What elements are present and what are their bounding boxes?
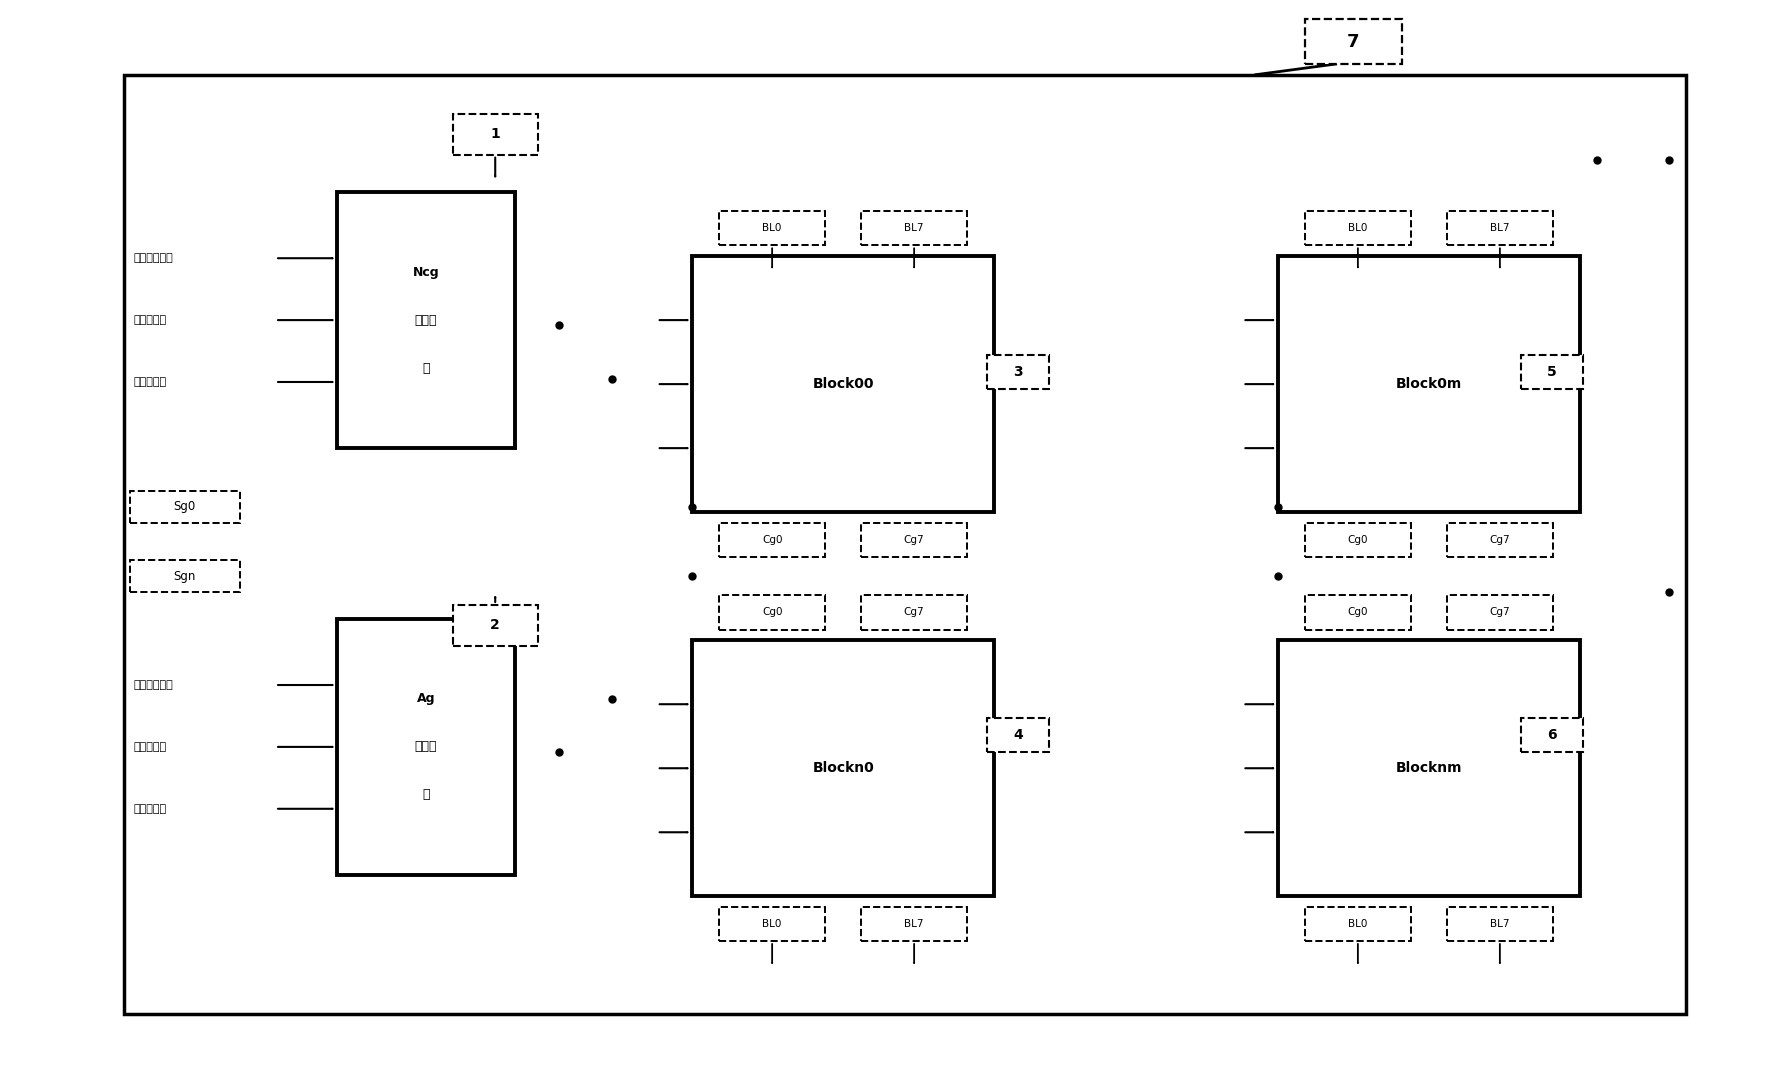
Text: BL0: BL0 xyxy=(763,223,781,234)
Bar xyxy=(719,211,825,245)
Bar xyxy=(719,595,825,630)
Text: BL7: BL7 xyxy=(1491,223,1509,234)
Bar xyxy=(1278,640,1580,896)
Bar xyxy=(861,907,967,941)
Bar xyxy=(861,523,967,557)
Text: BL0: BL0 xyxy=(1349,223,1367,234)
Bar xyxy=(987,355,1049,389)
Bar xyxy=(861,211,967,245)
Text: Cg7: Cg7 xyxy=(903,535,925,545)
Bar xyxy=(453,114,538,155)
Bar xyxy=(130,491,240,523)
Bar xyxy=(1447,211,1553,245)
Text: 1: 1 xyxy=(490,127,501,142)
Bar xyxy=(719,907,825,941)
Bar xyxy=(1305,19,1402,64)
Text: Sgn: Sgn xyxy=(174,570,195,583)
Text: Ncg: Ncg xyxy=(412,266,440,278)
Bar xyxy=(719,523,825,557)
Bar xyxy=(1305,907,1411,941)
Text: 列选择信号: 列选择信号 xyxy=(133,377,167,387)
Text: Block0m: Block0m xyxy=(1395,377,1463,392)
Text: 行选择信号: 行选择信号 xyxy=(133,742,167,752)
Text: 5: 5 xyxy=(1548,365,1557,380)
Text: BL7: BL7 xyxy=(905,223,923,234)
Bar xyxy=(1447,907,1553,941)
Bar xyxy=(861,595,967,630)
Text: 读写控制信号: 读写控制信号 xyxy=(133,680,172,690)
Text: Sg0: Sg0 xyxy=(174,500,195,513)
Text: 4: 4 xyxy=(1014,728,1022,743)
Bar xyxy=(1447,595,1553,630)
Text: BL7: BL7 xyxy=(1491,919,1509,929)
Bar xyxy=(1521,355,1583,389)
Text: 6: 6 xyxy=(1548,728,1557,743)
Bar xyxy=(124,75,1686,1014)
Bar xyxy=(1305,595,1411,630)
Text: 列选择信号: 列选择信号 xyxy=(133,803,167,814)
Bar xyxy=(692,640,994,896)
Bar xyxy=(1278,256,1580,512)
Bar xyxy=(453,605,538,646)
Text: 控制电: 控制电 xyxy=(415,314,437,327)
Bar xyxy=(692,256,994,512)
Text: Ag: Ag xyxy=(417,692,435,705)
Bar xyxy=(1305,523,1411,557)
Text: 路: 路 xyxy=(422,362,430,375)
Text: Blocknm: Blocknm xyxy=(1395,761,1463,776)
Text: Cg7: Cg7 xyxy=(1489,607,1511,618)
Text: BL7: BL7 xyxy=(905,919,923,929)
Text: Block00: Block00 xyxy=(813,377,873,392)
Text: Cg0: Cg0 xyxy=(761,607,783,618)
Text: Cg0: Cg0 xyxy=(761,535,783,545)
Bar xyxy=(130,560,240,592)
Text: 路: 路 xyxy=(422,789,430,801)
Bar xyxy=(337,192,515,448)
Text: 7: 7 xyxy=(1347,33,1360,50)
Text: BL0: BL0 xyxy=(763,919,781,929)
Text: 3: 3 xyxy=(1014,365,1022,380)
Bar xyxy=(987,718,1049,752)
Text: Cg7: Cg7 xyxy=(1489,535,1511,545)
Text: 读写控制信号: 读写控制信号 xyxy=(133,253,172,264)
Text: 控制电: 控制电 xyxy=(415,740,437,753)
Text: 2: 2 xyxy=(490,618,501,633)
Text: Cg7: Cg7 xyxy=(903,607,925,618)
Text: Cg0: Cg0 xyxy=(1347,607,1369,618)
Text: Cg0: Cg0 xyxy=(1347,535,1369,545)
Text: 行选择信号: 行选择信号 xyxy=(133,315,167,325)
Text: Blockn0: Blockn0 xyxy=(813,761,873,776)
Bar xyxy=(1521,718,1583,752)
Bar xyxy=(1305,211,1411,245)
Bar xyxy=(337,619,515,875)
Text: BL0: BL0 xyxy=(1349,919,1367,929)
Bar xyxy=(1447,523,1553,557)
